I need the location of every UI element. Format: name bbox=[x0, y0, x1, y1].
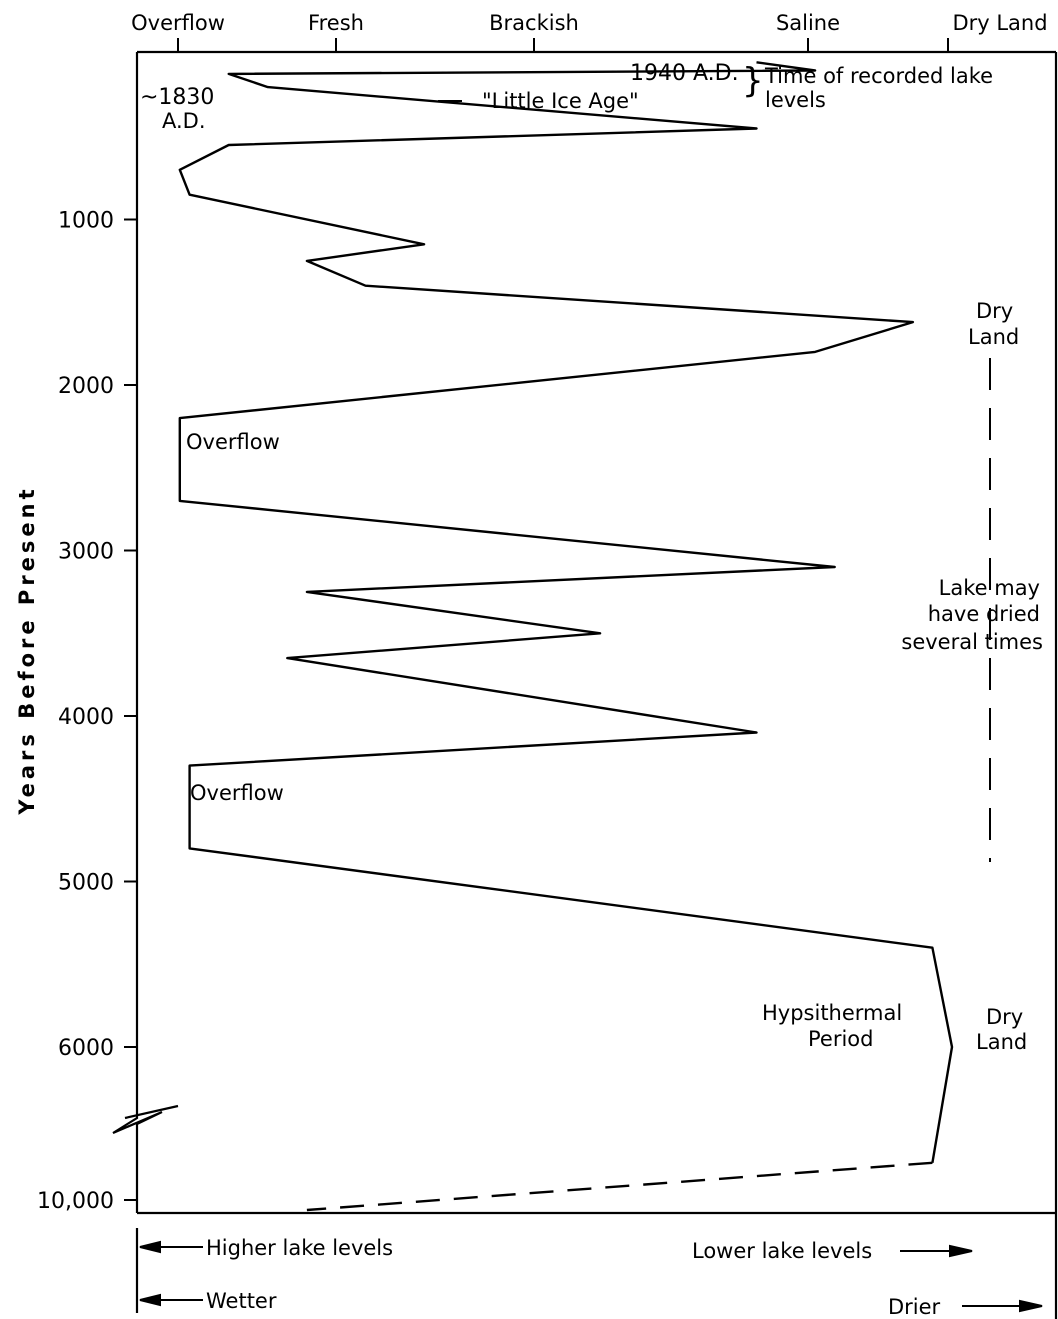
y-tick-label: 1000 bbox=[58, 209, 114, 234]
y-tick-label: 6000 bbox=[58, 1036, 114, 1061]
top-category-ticks: Overflow Fresh Brackish Saline Dry Land bbox=[131, 11, 1048, 52]
lake-level-dashed-tail bbox=[306, 1161, 933, 1212]
annotation-dried-3: several times bbox=[901, 630, 1043, 654]
annotation-dry-land-1a: Dry bbox=[976, 299, 1013, 323]
top-category-label: Fresh bbox=[308, 11, 364, 35]
plot-frame bbox=[112, 50, 1058, 1319]
top-category-label: Overflow bbox=[131, 11, 225, 35]
annotation-little-ice-age: "Little Ice Age" bbox=[482, 89, 639, 113]
annotations: 1940 A.D. } Time of recorded lake levels… bbox=[140, 61, 1043, 1054]
y-tick-label: 3000 bbox=[58, 540, 114, 565]
annotation-overflow-2: Overflow bbox=[190, 781, 284, 805]
direction-legend: Higher lake levels Lower lake levels Wet… bbox=[139, 1236, 1043, 1319]
higher-arrow-head bbox=[139, 1240, 161, 1254]
annotation-dry-land-2b: Land bbox=[976, 1030, 1027, 1054]
y-tick-label: 10,000 bbox=[37, 1189, 114, 1214]
annotation-period: Period bbox=[808, 1027, 873, 1051]
top-category-label: Brackish bbox=[489, 11, 579, 35]
y-axis-label: Years Before Present bbox=[15, 485, 39, 815]
annotation-overflow-1: Overflow bbox=[186, 430, 280, 454]
lower-arrow-head bbox=[949, 1244, 973, 1258]
annotation-dried-2: have dried bbox=[928, 602, 1040, 626]
annotation-dry-land-2a: Dry bbox=[986, 1005, 1023, 1029]
annotation-brace: } bbox=[742, 61, 764, 101]
legend-higher: Higher lake levels bbox=[206, 1236, 393, 1260]
axis-break-mark bbox=[124, 1104, 179, 1120]
annotation-1830: ~1830 bbox=[140, 85, 214, 110]
legend-lower: Lower lake levels bbox=[692, 1239, 872, 1263]
y-tick-label: 5000 bbox=[58, 871, 114, 896]
top-category-label: Saline bbox=[776, 11, 840, 35]
y-tick-label: 4000 bbox=[58, 705, 114, 730]
drier-arrow-head bbox=[1019, 1299, 1043, 1313]
annotation-dry-land-1b: Land bbox=[968, 325, 1019, 349]
annotation-recorded-1: Time of recorded lake bbox=[764, 64, 993, 88]
annotation-1830-ad: A.D. bbox=[162, 109, 206, 133]
annotation-hypsithermal: Hypsithermal bbox=[762, 1001, 902, 1025]
wetter-arrow-head bbox=[139, 1293, 161, 1307]
lake-level-line bbox=[178, 61, 954, 1164]
annotation-recorded-2: levels bbox=[765, 88, 826, 112]
legend-wetter: Wetter bbox=[206, 1289, 277, 1313]
legend-drier: Drier bbox=[888, 1295, 941, 1319]
left-axis bbox=[112, 52, 163, 1213]
y-tick-label: 2000 bbox=[58, 374, 114, 399]
y-axis-ticks: 1000 2000 3000 4000 5000 6000 10,000 bbox=[37, 209, 137, 1214]
top-category-label: Dry Land bbox=[952, 11, 1047, 35]
annotation-1940: 1940 A.D. bbox=[630, 61, 739, 86]
